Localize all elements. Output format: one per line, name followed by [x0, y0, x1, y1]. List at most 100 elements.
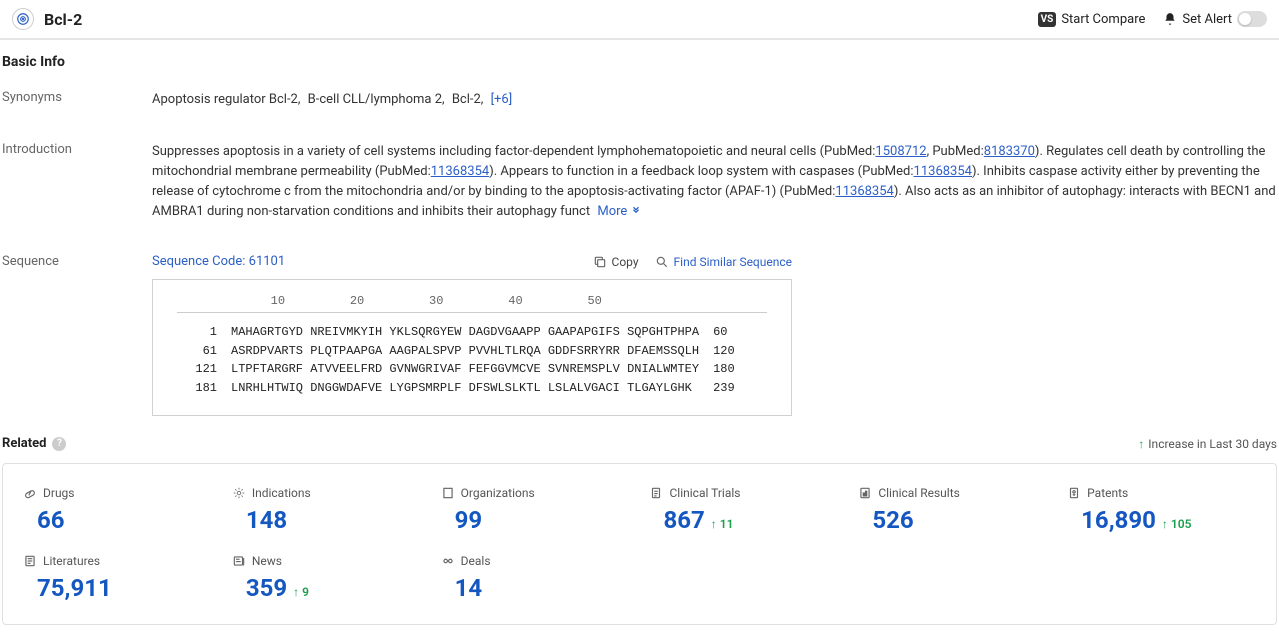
card-head: Drugs [23, 486, 212, 500]
card-head: Organizations [441, 486, 630, 500]
card-label: Drugs [43, 486, 75, 500]
set-alert-button[interactable]: Set Alert [1163, 11, 1267, 27]
increase-label-text: Increase in Last 30 days [1148, 437, 1277, 451]
synonyms-more-link[interactable]: [+6] [491, 92, 513, 107]
synonym-item: Bcl-2, [452, 92, 484, 107]
sequence-actions: Copy Find Similar Sequence [593, 255, 792, 269]
card-value: 359↑ 9 [232, 574, 421, 602]
more-label: More [597, 204, 627, 219]
header-left: Bcl-2 [12, 8, 82, 30]
increase-legend: ↑ Increase in Last 30 days [1138, 437, 1277, 451]
info-icon[interactable]: ? [52, 437, 66, 451]
card-head: Literatures [23, 554, 212, 568]
delta-value: ↑ 105 [1162, 517, 1192, 531]
sequence-line: 61ASRDPVARTS PLQTPAAPGA AAGPALSPVP PVVHL… [177, 342, 767, 361]
card-head: Indications [232, 486, 421, 500]
introduction-label: Introduction [2, 142, 152, 223]
copy-button[interactable]: Copy [593, 255, 639, 269]
sequence-line: 181LNRHLHTWIQ DNGGWDAFVE LYGPSMRPLF DFSW… [177, 379, 767, 398]
start-compare-button[interactable]: VS Start Compare [1038, 12, 1146, 27]
alert-toggle[interactable] [1237, 11, 1267, 27]
page-header: Bcl-2 VS Start Compare Set Alert [0, 0, 1279, 40]
target-icon [12, 8, 34, 30]
header-right: VS Start Compare Set Alert [1038, 11, 1267, 27]
related-title-text: Related [2, 436, 46, 451]
basic-info-title: Basic Info [2, 54, 1277, 70]
card-label: Clinical Results [878, 486, 960, 500]
card-label: Patents [1087, 486, 1128, 500]
synonyms-label: Synonyms [2, 90, 152, 110]
pubmed-link[interactable]: 8183370 [984, 144, 1035, 159]
related-card[interactable]: Drugs 66 [13, 480, 222, 548]
copy-icon [593, 255, 607, 269]
page-title: Bcl-2 [44, 10, 82, 29]
pubmed-link[interactable]: 1508712 [875, 144, 926, 159]
patent-icon [1067, 486, 1081, 500]
related-title: Related ? [2, 436, 66, 451]
search-icon [655, 255, 669, 269]
alert-label: Set Alert [1182, 12, 1232, 27]
compare-label: Start Compare [1061, 12, 1145, 27]
synonyms-row: Synonyms Apoptosis regulator Bcl-2, B-ce… [2, 90, 1277, 110]
related-card[interactable]: Indications 148 [222, 480, 431, 548]
related-cards: Drugs 66 Indications 148 Organizations 99 Clin… [2, 463, 1277, 625]
related-header: Related ? ↑ Increase in Last 30 days [2, 436, 1277, 451]
sequence-ruler: 10 20 30 40 50 [177, 294, 767, 313]
intro-text: , PubMed: [927, 144, 984, 159]
card-value: 148 [232, 506, 421, 534]
related-card[interactable]: Clinical Results 526 [848, 480, 1057, 548]
vs-icon: VS [1038, 12, 1057, 27]
sequence-lines: 1MAHAGRTGYD NREIVMKYIH YKLSQRGYEW DAGDVG… [177, 323, 767, 397]
related-card[interactable]: Deals 14 [431, 548, 640, 616]
news-icon [232, 554, 246, 568]
related-card[interactable]: Clinical Trials 867↑ 11 [639, 480, 848, 548]
intro-text: Suppresses apoptosis in a variety of cel… [152, 144, 875, 159]
sequence-code-link[interactable]: Sequence Code: 61101 [152, 254, 285, 269]
result-icon [858, 486, 872, 500]
pubmed-link[interactable]: 11368354 [431, 164, 489, 179]
bell-icon [1163, 12, 1177, 26]
sequence-container: Sequence Code: 61101 Copy Find Similar S… [152, 254, 792, 416]
card-label: Indications [252, 486, 311, 500]
trial-icon [649, 486, 663, 500]
sequence-header: Sequence Code: 61101 Copy Find Similar S… [152, 254, 792, 269]
sequence-row: Sequence Sequence Code: 61101 Copy Find … [2, 254, 1277, 416]
pubmed-link[interactable]: 11368354 [914, 164, 972, 179]
deal-icon [441, 554, 455, 568]
sequence-line: 1MAHAGRTGYD NREIVMKYIH YKLSQRGYEW DAGDVG… [177, 323, 767, 342]
related-card[interactable]: Organizations 99 [431, 480, 640, 548]
synonyms-value: Apoptosis regulator Bcl-2, B-cell CLL/ly… [152, 90, 1277, 110]
copy-label: Copy [612, 255, 639, 269]
card-value: 16,890↑ 105 [1067, 506, 1256, 534]
introduction-value: Suppresses apoptosis in a variety of cel… [152, 142, 1277, 223]
content: Basic Info Synonyms Apoptosis regulator … [0, 40, 1279, 639]
card-head: Clinical Trials [649, 486, 838, 500]
card-head: Clinical Results [858, 486, 1047, 500]
card-value: 526 [858, 506, 1047, 534]
indication-icon [232, 486, 246, 500]
related-card[interactable]: News 359↑ 9 [222, 548, 431, 616]
pubmed-link[interactable]: 11368354 [835, 184, 893, 199]
intro-more-link[interactable]: More [597, 204, 640, 219]
card-value: 66 [23, 506, 212, 534]
find-label: Find Similar Sequence [674, 255, 792, 269]
intro-text: ). Appears to function in a feedback loo… [489, 164, 913, 179]
card-label: Literatures [43, 554, 100, 568]
synonym-item: B-cell CLL/lymphoma 2, [308, 92, 445, 107]
related-card[interactable]: Patents 16,890↑ 105 [1057, 480, 1266, 548]
sequence-label: Sequence [2, 254, 152, 416]
card-label: Organizations [461, 486, 535, 500]
synonym-item: Apoptosis regulator Bcl-2, [152, 92, 300, 107]
card-value: 867↑ 11 [649, 506, 838, 534]
find-similar-button[interactable]: Find Similar Sequence [655, 255, 792, 269]
card-value: 99 [441, 506, 630, 534]
card-value: 14 [441, 574, 630, 602]
card-label: Deals [461, 554, 491, 568]
drug-icon [23, 486, 37, 500]
card-label: News [252, 554, 282, 568]
up-arrow-icon: ↑ [1138, 437, 1144, 451]
related-card[interactable]: Literatures75,911 [13, 548, 222, 616]
sequence-box: 10 20 30 40 50 1MAHAGRTGYD NREIVMKYIH YK… [152, 279, 792, 416]
card-label: Clinical Trials [669, 486, 740, 500]
lit-icon [23, 554, 37, 568]
